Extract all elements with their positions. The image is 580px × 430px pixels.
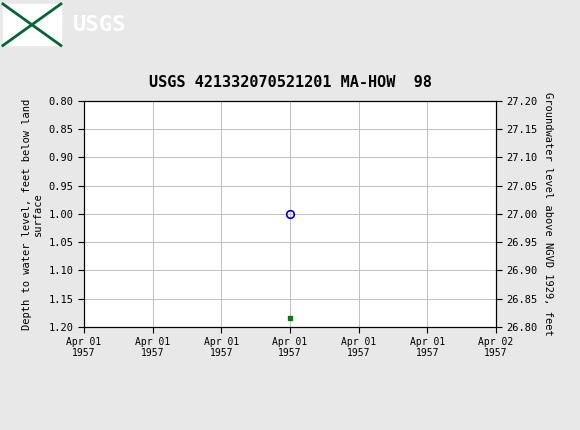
- Text: USGS 421332070521201 MA-HOW  98: USGS 421332070521201 MA-HOW 98: [148, 75, 432, 90]
- Y-axis label: Groundwater level above NGVD 1929, feet: Groundwater level above NGVD 1929, feet: [543, 92, 553, 336]
- Y-axis label: Depth to water level, feet below land
surface: Depth to water level, feet below land su…: [21, 98, 43, 329]
- Text: USGS: USGS: [72, 15, 126, 35]
- Bar: [3, 4, 61, 46]
